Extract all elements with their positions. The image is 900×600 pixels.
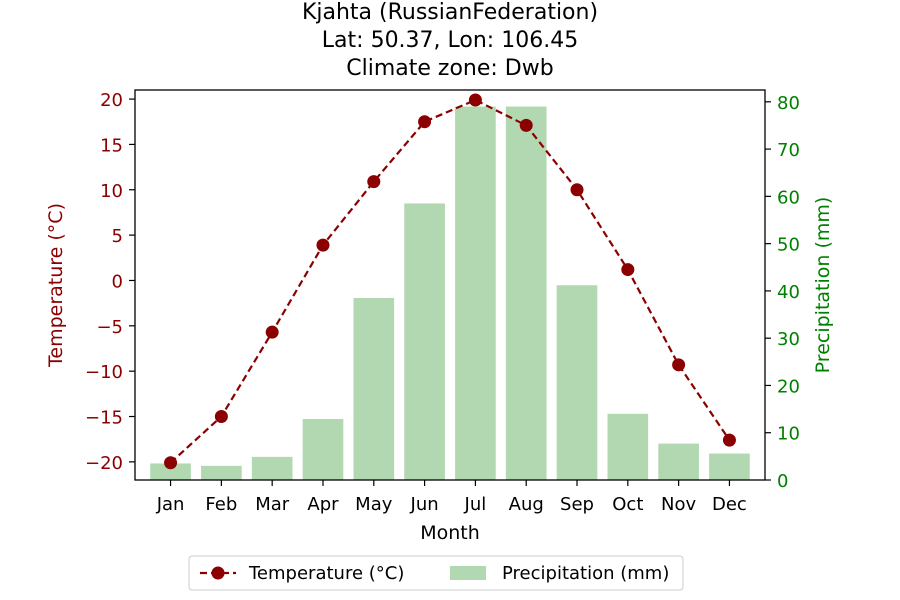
precipitation-bar-jul <box>455 106 496 480</box>
legend: Temperature (°C) Precipitation (mm) <box>188 555 684 591</box>
right-tick-label: 70 <box>777 140 800 161</box>
x-tick-label-feb: Feb <box>205 494 237 515</box>
temperature-point-sep <box>570 183 584 197</box>
precipitation-bar-feb <box>201 465 242 480</box>
chart-title-line-2: Lat: 50.37, Lon: 106.45 <box>321 28 579 53</box>
right-tick-label: 80 <box>777 93 800 114</box>
right-tick-label: 0 <box>777 471 788 492</box>
temperature-line-layer <box>164 93 736 470</box>
precipitation-bar-nov <box>658 443 699 480</box>
precipitation-bar-jun <box>404 203 445 481</box>
precipitation-bar-aug <box>505 106 547 480</box>
x-tick-label-jan: Jan <box>156 494 185 515</box>
temperature-point-feb <box>214 410 228 424</box>
temperature-point-nov <box>672 358 686 372</box>
x-tick-label-oct: Oct <box>612 494 643 515</box>
temperature-point-jul <box>468 93 482 107</box>
precipitation-bar-mar <box>251 456 293 480</box>
x-tick-label-nov: Nov <box>661 494 696 515</box>
right-axis-ticks: 0 10 20 30 40 50 60 70 80 <box>765 93 800 492</box>
x-axis-label: Month <box>420 522 480 544</box>
x-tick-label-jul: Jul <box>464 494 487 515</box>
temperature-point-aug <box>519 118 533 132</box>
x-tick-label-mar: Mar <box>255 494 290 515</box>
precipitation-bar-may <box>353 298 395 480</box>
left-tick-label: 0 <box>112 271 123 292</box>
left-tick-label: 15 <box>100 135 123 156</box>
precipitation-bar-jan <box>150 463 191 480</box>
x-tick-label-sep: Sep <box>560 494 594 515</box>
legend-precipitation-label: Precipitation (mm) <box>502 563 669 584</box>
legend-temperature-label: Temperature (°C) <box>248 563 404 584</box>
x-tick-label-dec: Dec <box>712 494 747 515</box>
temperature-point-dec <box>722 433 736 447</box>
right-tick-label: 20 <box>777 376 800 397</box>
left-tick-label: 20 <box>100 90 123 111</box>
left-tick-label: −5 <box>96 317 123 338</box>
x-tick-label-aug: Aug <box>509 494 544 515</box>
precipitation-bar-sep <box>556 285 598 480</box>
left-tick-label: −15 <box>85 408 123 429</box>
x-tick-label-may: May <box>355 494 393 515</box>
right-tick-label: 50 <box>777 235 800 256</box>
plot-frame <box>134 89 766 481</box>
left-tick-label: 10 <box>100 181 123 202</box>
temperature-point-apr <box>316 238 330 252</box>
x-tick-label-apr: Apr <box>307 494 339 515</box>
chart-title-line-1: Kjahta (RussianFederation) <box>301 0 599 25</box>
x-axis-ticks: Jan Feb Mar Apr May Jun Jul Aug Sep Oct Nov Dec <box>156 480 747 515</box>
right-tick-label: 30 <box>777 329 800 350</box>
legend-temperature-swatch-marker <box>211 566 225 580</box>
temperature-point-jun <box>418 115 432 129</box>
right-axis-label: Precipitation (mm) <box>812 197 834 374</box>
temperature-point-oct <box>621 263 635 277</box>
temperature-point-jan <box>164 456 178 470</box>
legend-frame <box>188 555 684 591</box>
right-tick-label: 40 <box>777 282 800 303</box>
left-axis-ticks: −20 −15 −10 −5 0 5 10 15 20 <box>85 90 135 474</box>
temperature-point-mar <box>265 325 279 339</box>
left-tick-label: −20 <box>85 453 123 474</box>
temperature-line <box>169 98 731 464</box>
precipitation-bar-dec <box>709 453 750 480</box>
temperature-point-may <box>367 175 381 189</box>
precipitation-bars <box>150 106 750 481</box>
right-tick-label: 10 <box>777 424 800 445</box>
left-tick-label: 5 <box>112 226 123 247</box>
precipitation-bar-apr <box>302 419 344 480</box>
left-axis-label: Temperature (°C) <box>45 203 67 368</box>
right-tick-label: 60 <box>777 187 800 208</box>
x-tick-label-jun: Jun <box>410 494 439 515</box>
legend-precipitation-swatch <box>450 566 486 580</box>
precipitation-bar-oct <box>607 413 649 480</box>
chart-title-line-3: Climate zone: Dwb <box>346 56 554 81</box>
left-tick-label: −10 <box>85 362 123 383</box>
